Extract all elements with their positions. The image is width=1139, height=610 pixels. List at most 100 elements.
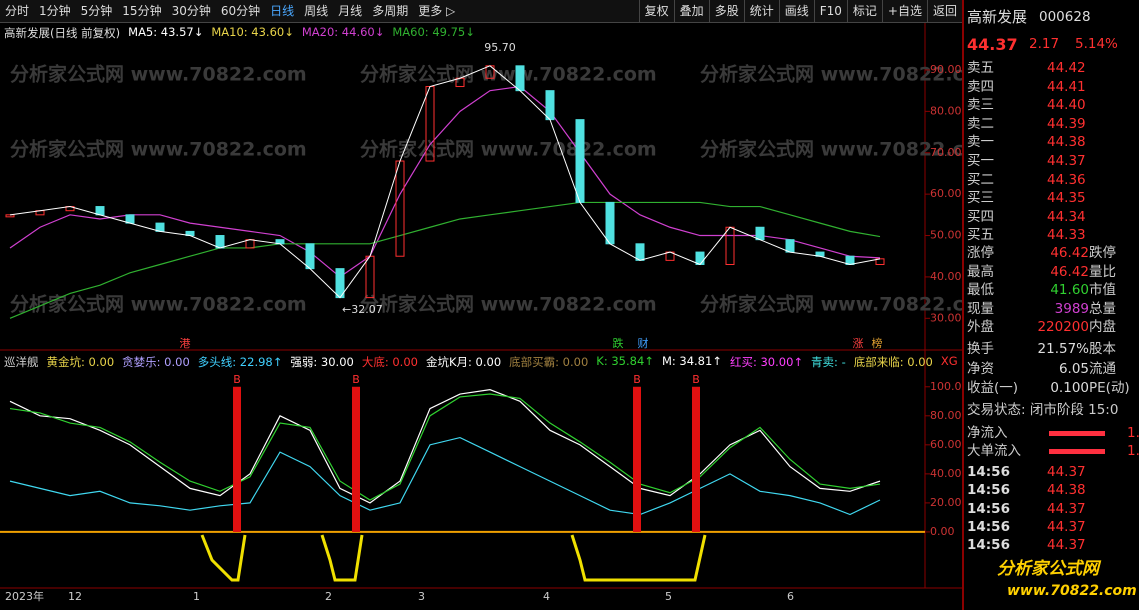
- time: 14:56: [967, 518, 1010, 535]
- label: 现量: [967, 300, 994, 317]
- candle: [215, 235, 225, 249]
- legend-item: K: 35.84↑: [596, 354, 654, 368]
- toolbar-button[interactable]: F10: [813, 0, 847, 22]
- time: 14:56: [967, 482, 1010, 499]
- period-tab[interactable]: 日线: [270, 4, 295, 18]
- signal-spike: [633, 386, 641, 532]
- legend-item: 红买: 30.00↑: [729, 355, 804, 369]
- x-tick-label: 1: [193, 590, 200, 603]
- stat-row: 最低 41.60 市值: [967, 281, 1139, 300]
- series-line: [9, 393, 881, 501]
- period-tab[interactable]: 5分钟: [80, 4, 113, 18]
- event-tag: 财: [638, 336, 649, 350]
- logo: 分析家公式网 www.70822.com: [967, 559, 1139, 600]
- watermark: 分析家公式网 www.70822.com: [10, 138, 307, 161]
- label: 卖三: [967, 97, 994, 113]
- candle: [575, 119, 585, 203]
- toolbar-button[interactable]: 多股: [708, 0, 744, 22]
- value: 44.36: [1047, 171, 1086, 188]
- legend-item: 多头线: 22.98↑: [197, 355, 283, 369]
- toolbar-button[interactable]: 叠加: [673, 0, 709, 22]
- period-tab[interactable]: 周线: [304, 4, 329, 18]
- label: 收益(一): [967, 380, 1019, 396]
- value: 44.33: [1047, 227, 1086, 243]
- toolbar-button[interactable]: +自选: [881, 0, 927, 22]
- period-tab[interactable]: 1分钟: [39, 4, 71, 18]
- quote-header: 高新发展 000628: [967, 8, 1139, 27]
- label: 内盘: [1089, 319, 1116, 335]
- period-tab[interactable]: 60分钟: [220, 4, 261, 18]
- quote-price: 44.37 2.17 5.14%: [967, 35, 1139, 54]
- stock-code: 000628: [1039, 9, 1091, 25]
- label: 买二: [967, 171, 994, 188]
- legend-item: 贪婪乐: 0.00: [122, 355, 190, 369]
- indicator-legend: 巡洋舰 黄金坑: 0.00 贪婪乐: 0.00 多头线: 22.98↑ 强弱: 30.0…: [4, 354, 958, 370]
- time: 14:56: [967, 464, 1010, 480]
- toolbar-button[interactable]: 画线: [778, 0, 814, 22]
- label: PE(动): [1089, 380, 1130, 396]
- price: 44.37: [1047, 537, 1086, 554]
- buy-mark: B: [633, 373, 641, 386]
- value: 46.42: [1050, 245, 1089, 261]
- label: 卖二: [967, 115, 994, 132]
- legend-item: 大底: 0.00: [361, 355, 418, 369]
- pct: 5.14%: [1075, 36, 1118, 52]
- period-tab[interactable]: 更多 ▷: [418, 4, 456, 18]
- legend-item: MA20: 44.60↓: [301, 25, 385, 39]
- ask-row: 卖二 44.39: [967, 115, 1139, 134]
- period-tab[interactable]: 月线: [338, 4, 363, 18]
- stock-name: 高新发展: [967, 8, 1028, 26]
- toolbar-button[interactable]: 返回: [926, 0, 962, 22]
- label: 外盘: [967, 319, 994, 335]
- legend-item: 巡洋舰: [4, 355, 39, 369]
- label: 净流入: [967, 425, 1008, 441]
- tick-row: 14:56 44.37: [967, 500, 1139, 519]
- value: 3989: [1054, 300, 1089, 317]
- value: 41.60: [1050, 282, 1089, 298]
- value: 21.57%: [1037, 341, 1089, 357]
- toolbar-button[interactable]: 统计: [743, 0, 779, 22]
- ask-row: 卖一 44.38: [967, 133, 1139, 152]
- tick-row: 14:56 44.38: [967, 481, 1139, 500]
- period-tab[interactable]: 分时: [5, 4, 30, 18]
- flow-row: 大单流入 1.: [967, 442, 1139, 461]
- high-label: 95.70: [484, 41, 516, 54]
- event-tag: 港: [180, 337, 191, 350]
- watermark: 分析家公式网 www.70822.com: [360, 293, 657, 316]
- status: 交易状态: 闭市阶段 15:0: [967, 402, 1119, 418]
- y-tick-label: 20.00: [930, 496, 962, 509]
- logo-url: www.70822.com: [1007, 583, 1137, 599]
- event-tag: 榜: [872, 336, 883, 350]
- y-tick-label: 40.00: [930, 270, 962, 283]
- label: 买五: [967, 227, 994, 243]
- y-tick-label: 80.00: [930, 104, 962, 117]
- y-tick-label: 30.00: [930, 311, 962, 324]
- y-tick-label: 0.00: [930, 525, 955, 538]
- bid-row: 买一 44.37: [967, 152, 1139, 171]
- series-line: [9, 436, 881, 516]
- value: 1.: [1127, 425, 1139, 441]
- value: 44.40: [1047, 97, 1086, 113]
- label: 涨停: [967, 245, 994, 261]
- toolbar: 分时 1分钟 5分钟 15分钟 30分钟 60分钟 日线 周线 月线 多周期 更多 ▷ 复权 叠加 多股统…: [0, 0, 962, 23]
- label: 最低: [967, 282, 994, 298]
- period-tab[interactable]: 多周期: [372, 4, 409, 18]
- bg: [0, 22, 962, 610]
- period-tab[interactable]: 15分钟: [122, 4, 162, 18]
- time: 14:56: [967, 500, 1010, 517]
- logo-name: 分析家公式网: [997, 559, 1099, 579]
- label: 卖一: [967, 134, 994, 150]
- toolbar-button[interactable]: 复权: [638, 0, 674, 22]
- buy-mark: B: [692, 373, 700, 386]
- label: 买四: [967, 208, 994, 225]
- signal-spike: [233, 386, 241, 532]
- main-legend: 高新发展(日线 前复权) MA5: 43.57↓ MA10: 43.60↓ MA20:…: [4, 25, 475, 41]
- candle: [515, 65, 525, 92]
- candle: [635, 243, 645, 261]
- series-line: [9, 201, 881, 319]
- toolbar-button[interactable]: 标记: [846, 0, 882, 22]
- period-tab[interactable]: 30分钟: [171, 4, 211, 18]
- time: 14:56: [967, 537, 1010, 554]
- value: 44.35: [1047, 190, 1086, 206]
